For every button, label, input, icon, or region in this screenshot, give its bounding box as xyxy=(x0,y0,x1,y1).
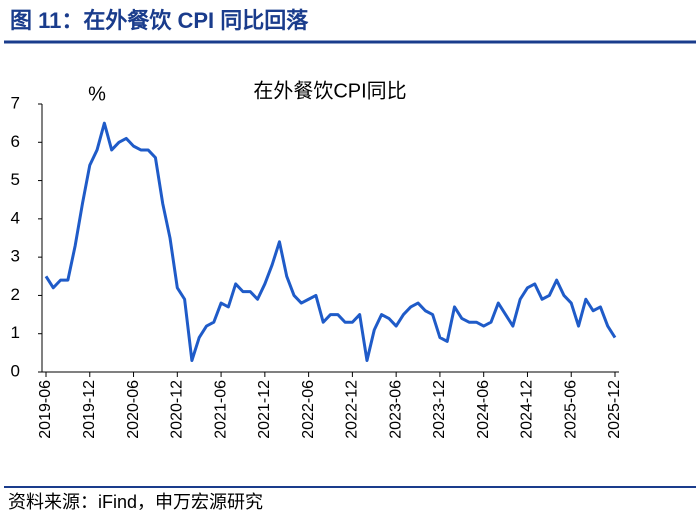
y-tick-label: 4 xyxy=(11,208,20,227)
x-tick-label: 2019-12 xyxy=(81,380,98,439)
x-tick-label: 2021-06 xyxy=(212,380,229,439)
y-tick-label: 3 xyxy=(11,247,20,266)
x-tick-label: 2025-12 xyxy=(606,380,623,439)
y-tick-label: 1 xyxy=(11,323,20,342)
x-tick-label: 2022-06 xyxy=(300,380,317,439)
x-tick-label: 2024-06 xyxy=(475,380,492,439)
y-unit: % xyxy=(88,83,106,105)
x-tick-label: 2023-06 xyxy=(387,380,404,439)
x-tick-label: 2024-12 xyxy=(519,380,536,439)
x-tick-label: 2019-06 xyxy=(37,380,54,439)
x-tick-label: 2025-06 xyxy=(562,380,579,439)
x-tick-label: 2021-12 xyxy=(256,380,273,439)
x-tick-label: 2020-12 xyxy=(169,380,186,439)
chart-title: 在外餐饮CPI同比 xyxy=(253,79,406,102)
y-tick-label: 2 xyxy=(11,285,20,304)
line xyxy=(44,121,617,363)
y-tick-label: 6 xyxy=(11,132,20,151)
x-tick-label: 2022-12 xyxy=(344,380,361,439)
header: 图 11：在外餐饮 CPI 同比回落 xyxy=(10,8,309,33)
x-tick-label: 2023-12 xyxy=(431,380,448,439)
x-tick-label: 2020-06 xyxy=(125,380,142,439)
y-tick-label: 5 xyxy=(11,170,20,189)
source: 资料来源：iFind，申万宏源研究 xyxy=(8,492,263,512)
y-tick-label: 0 xyxy=(11,361,20,380)
y-tick-label: 7 xyxy=(11,93,20,112)
